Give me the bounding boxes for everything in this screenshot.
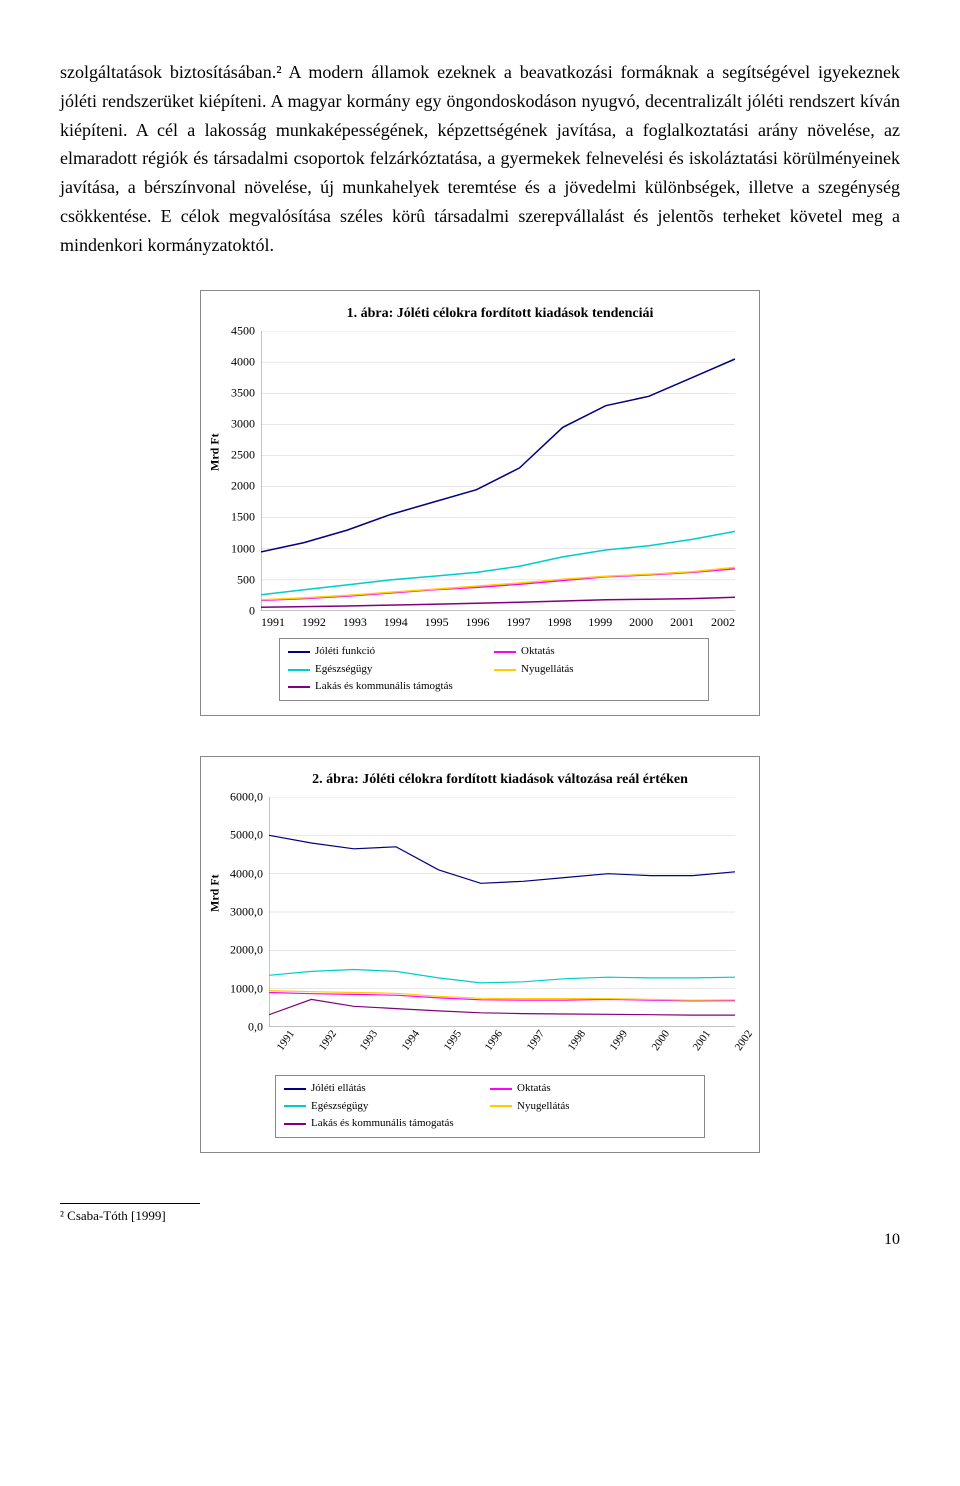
xtick: 1992 [315, 1039, 334, 1056]
legend-label: Jóléti ellátás [311, 1080, 366, 1098]
ytick: 500 [237, 570, 255, 589]
xtick: 1999 [606, 1039, 625, 1056]
legend-swatch [494, 669, 516, 671]
legend-item: Lakás és kommunális támogatás [284, 1115, 490, 1133]
legend-swatch [288, 651, 310, 653]
ytick: 2000 [231, 477, 255, 496]
chart-2-legend: Jóléti ellátás Oktatás Egészségügy Nyugellá… [275, 1075, 705, 1138]
legend-label: Lakás és kommunális támogtás [315, 678, 453, 696]
ytick: 3000,0 [230, 903, 263, 922]
chart-1-container: 1. ábra: Jóléti célokra fordított kiadás… [200, 290, 760, 716]
legend-swatch [490, 1105, 512, 1107]
xtick: 2002 [711, 613, 735, 632]
legend-label: Lakás és kommunális támogatás [311, 1115, 454, 1133]
ytick: 1500 [231, 508, 255, 527]
legend-swatch [288, 686, 310, 688]
legend-item: Egészségügy [284, 1098, 490, 1116]
legend-item: Oktatás [490, 1080, 696, 1098]
legend-item: Egészségügy [288, 661, 494, 679]
page-number: 10 [884, 1227, 900, 1253]
ytick: 5000,0 [230, 826, 263, 845]
ytick: 3500 [231, 384, 255, 403]
legend-item: Nyugellátás [490, 1098, 696, 1116]
xtick: 1996 [481, 1039, 500, 1056]
legend-swatch [490, 1088, 512, 1090]
footnote-rule [60, 1203, 200, 1204]
chart-2-title: 2. ábra: Jóléti célokra fordított kiadás… [259, 769, 741, 791]
xtick: 1991 [273, 1039, 292, 1056]
chart-2-yticks: 0,01000,02000,03000,04000,05000,06000,0 [219, 797, 267, 1027]
legend-label: Oktatás [517, 1080, 551, 1098]
legend-item: Jóléti funkció [288, 643, 494, 661]
xtick: 2000 [648, 1039, 667, 1056]
body-paragraph: szolgáltatások biztosításában.² A modern… [60, 58, 900, 260]
xtick: 1998 [564, 1039, 583, 1056]
legend-item: Oktatás [494, 643, 700, 661]
legend-swatch [284, 1105, 306, 1107]
chart-1-xaxis: 1991 1992 1993 1994 1995 1996 1997 1998 1999 2000… [261, 613, 735, 632]
xtick: 1992 [302, 613, 326, 632]
chart-1-yticks: 050010001500200025003000350040004500 [219, 331, 259, 611]
xtick: 1995 [440, 1039, 459, 1056]
xtick: 1994 [384, 613, 408, 632]
xtick: 1993 [343, 613, 367, 632]
legend-label: Oktatás [521, 643, 555, 661]
legend-swatch [288, 669, 310, 671]
xtick: 1996 [466, 613, 490, 632]
ytick: 4500 [231, 321, 255, 340]
legend-swatch [284, 1123, 306, 1125]
xtick: 2001 [670, 613, 694, 632]
ytick: 0 [249, 601, 255, 620]
ytick: 0,0 [248, 1018, 263, 1037]
legend-swatch [494, 651, 516, 653]
legend-item: Lakás és kommunális támogtás [288, 678, 494, 696]
ytick: 4000,0 [230, 864, 263, 883]
xtick: 2001 [689, 1039, 708, 1056]
legend-label: Jóléti funkció [315, 643, 375, 661]
ytick: 4000 [231, 353, 255, 372]
ytick: 1000,0 [230, 979, 263, 998]
ytick: 3000 [231, 415, 255, 434]
legend-item: Nyugellátás [494, 661, 700, 679]
xtick: 1998 [547, 613, 571, 632]
legend-label: Egészségügy [311, 1098, 368, 1116]
ytick: 2500 [231, 446, 255, 465]
legend-label: Nyugellátás [517, 1098, 570, 1116]
xtick: 2002 [731, 1039, 750, 1056]
ytick: 2000,0 [230, 941, 263, 960]
xtick: 1994 [398, 1039, 417, 1056]
legend-swatch [284, 1088, 306, 1090]
chart-2-xaxis: 1991199219931994199519961997199819992000… [269, 1029, 735, 1047]
xtick: 2000 [629, 613, 653, 632]
chart-1-plot [261, 331, 735, 611]
chart-1-title: 1. ábra: Jóléti célokra fordított kiadás… [259, 303, 741, 325]
ytick: 6000,0 [230, 788, 263, 807]
legend-label: Nyugellátás [521, 661, 574, 679]
xtick: 1993 [356, 1039, 375, 1056]
xtick: 1999 [588, 613, 612, 632]
chart-2-container: 2. ábra: Jóléti célokra fordított kiadás… [200, 756, 760, 1153]
ytick: 1000 [231, 539, 255, 558]
xtick: 1995 [425, 613, 449, 632]
xtick: 1997 [523, 1039, 542, 1056]
chart-2-plot [269, 797, 735, 1027]
footnote-text: ² Csaba-Tóth [1999] [60, 1206, 900, 1227]
legend-label: Egészségügy [315, 661, 372, 679]
xtick: 1991 [261, 613, 285, 632]
xtick: 1997 [506, 613, 530, 632]
chart-1-legend: Jóléti funkció Oktatás Egészségügy Nyugellá… [279, 638, 709, 701]
legend-item: Jóléti ellátás [284, 1080, 490, 1098]
